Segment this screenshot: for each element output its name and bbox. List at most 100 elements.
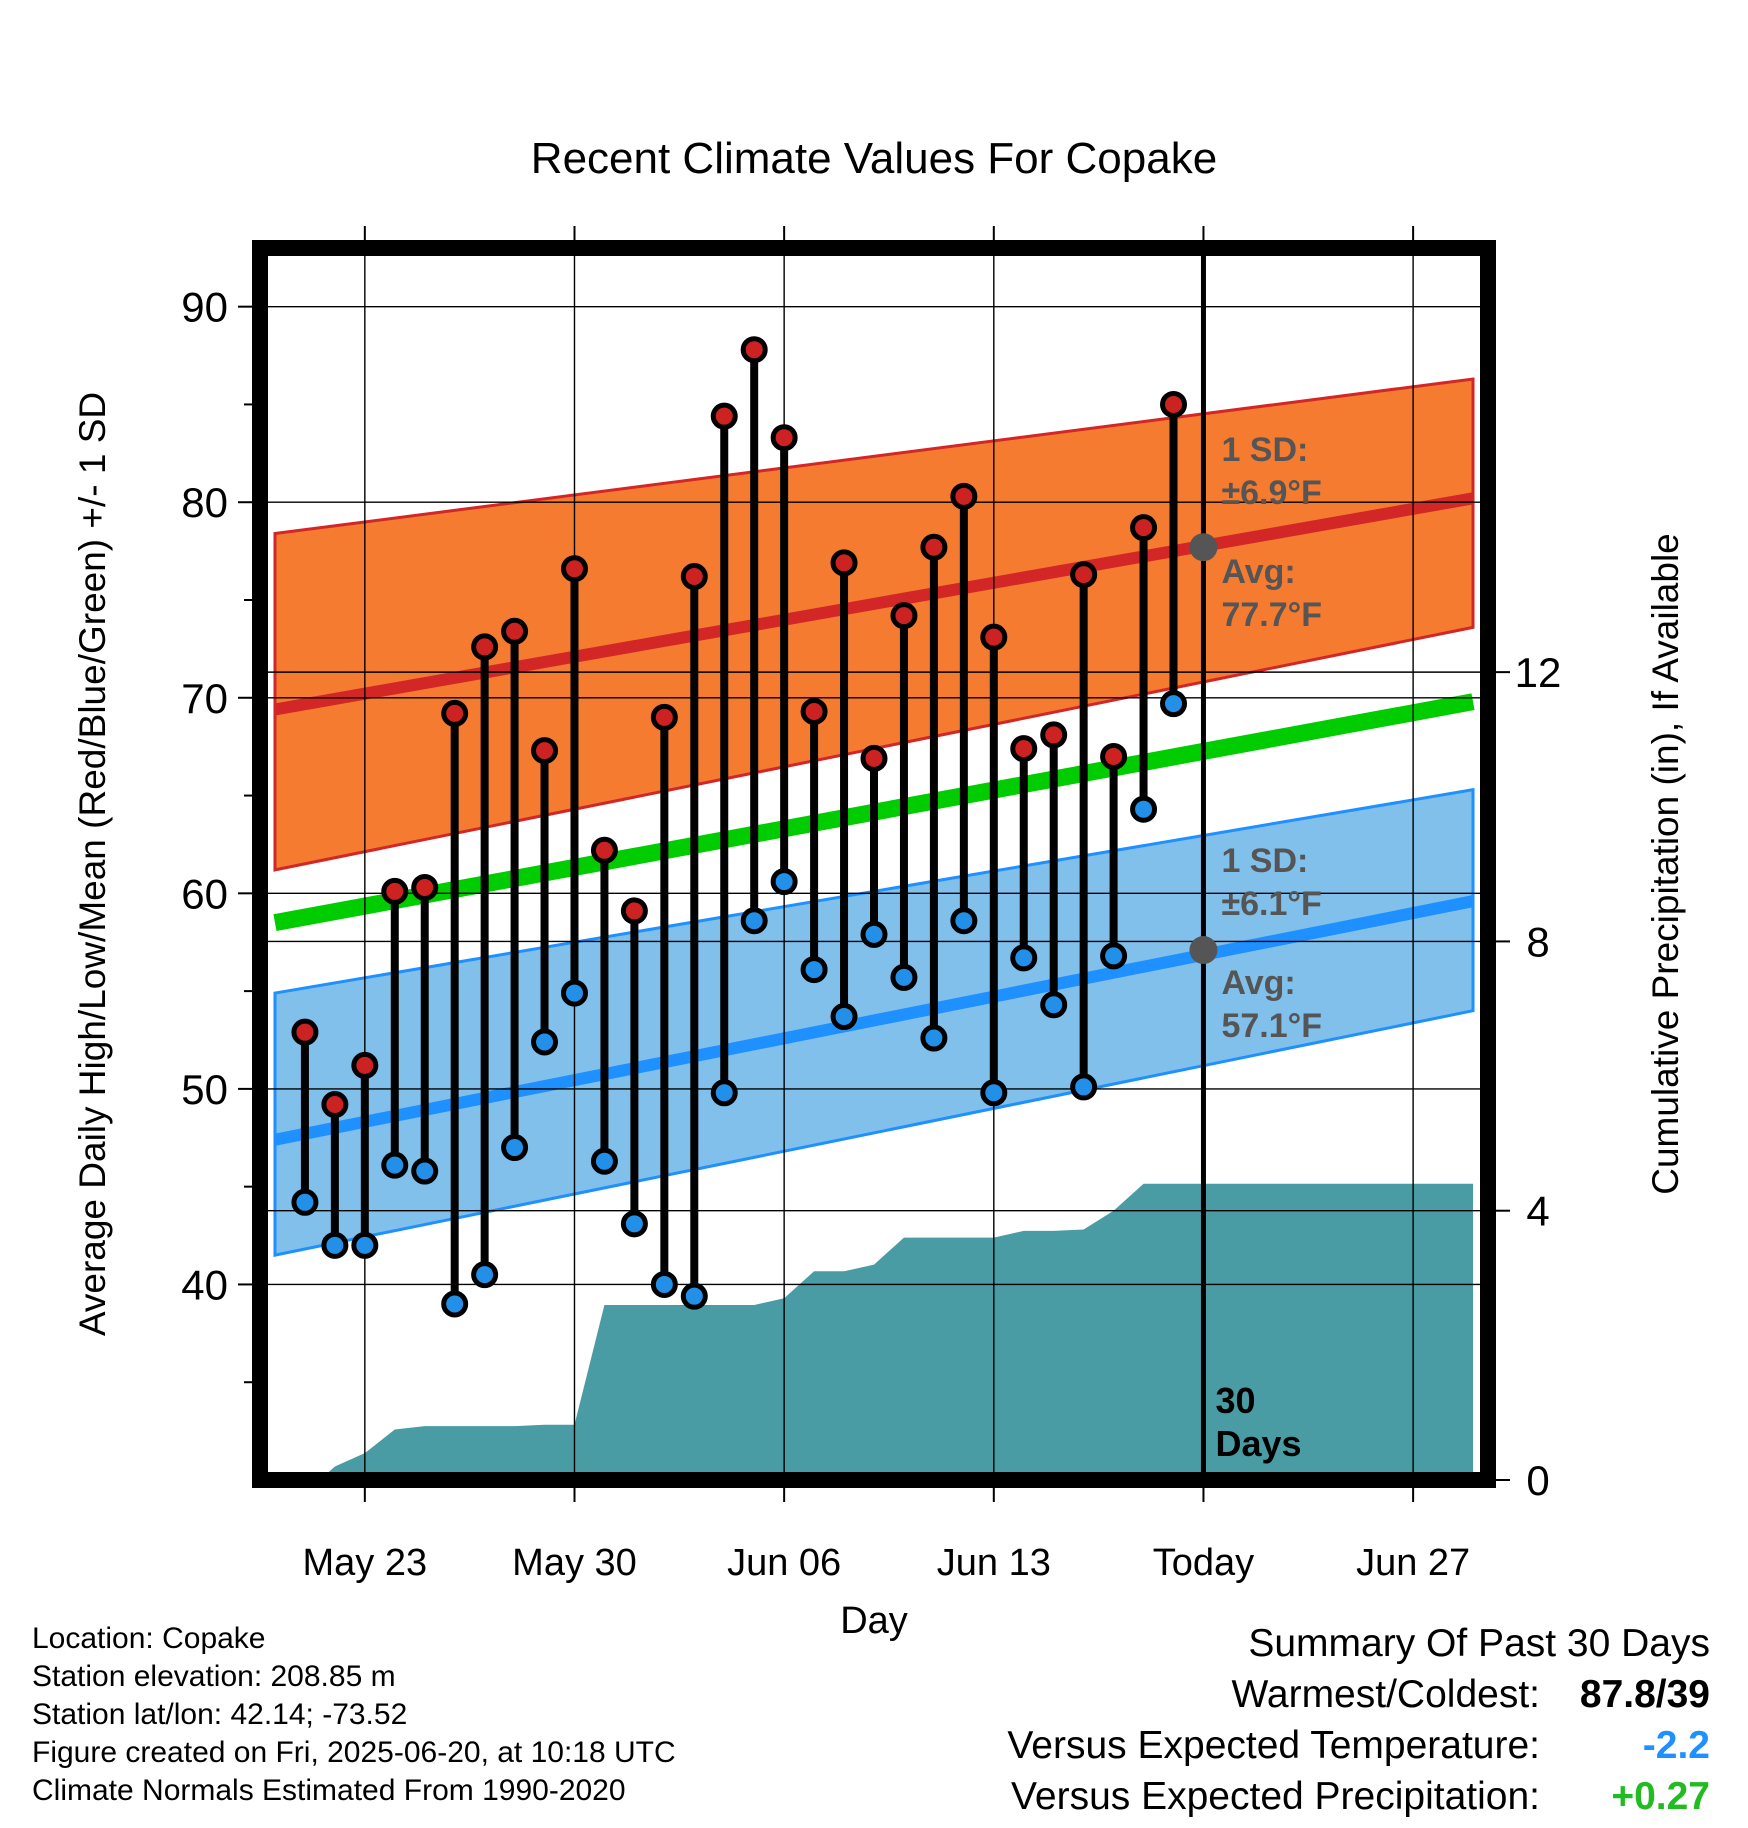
high-point — [321, 1091, 349, 1119]
low-point — [740, 907, 768, 935]
high-point — [560, 555, 588, 583]
days-label-text: Days — [1215, 1423, 1301, 1464]
high-point — [1130, 514, 1158, 542]
y-tick-label: 60 — [181, 870, 228, 917]
low-point — [1070, 1073, 1098, 1101]
high-point — [1010, 735, 1038, 763]
high-point — [411, 873, 439, 901]
normal-high-line — [273, 492, 1475, 716]
high-avg-label: Avg: — [1221, 553, 1295, 591]
low-point — [890, 963, 918, 991]
plot-frame — [252, 240, 1496, 1488]
low-point — [620, 1210, 648, 1238]
low-point — [351, 1231, 379, 1259]
low-point — [1130, 795, 1158, 823]
summary-panel: Summary Of Past 30 Days Warmest/Coldest:… — [1007, 1618, 1710, 1822]
low-sd-label: 1 SD: — [1221, 842, 1308, 880]
normals-text: Climate Normals Estimated From 1990-2020 — [32, 1774, 626, 1807]
low-point — [1040, 991, 1068, 1019]
warmest-value: 87.8/39 — [1579, 1673, 1710, 1716]
temp-anomaly-label: Versus Expected Temperature: — [1007, 1724, 1540, 1767]
high-point — [501, 617, 529, 645]
y2-tick-label: 12 — [1515, 649, 1562, 696]
y2-axis-label: Cumulative Precipitation (in), If Availa… — [1645, 533, 1686, 1195]
precip-anomaly-label: Versus Expected Precipitation: — [1011, 1775, 1540, 1818]
high-sd-value: ±6.9°F — [1221, 474, 1321, 512]
summary-temp-row: Versus Expected Temperature: -2.2 — [1007, 1720, 1710, 1771]
y2-tick-label: 0 — [1526, 1457, 1549, 1504]
high-point — [351, 1051, 379, 1079]
y-tick-label: 70 — [181, 675, 228, 722]
low-point — [560, 979, 588, 1007]
summary-title: Summary Of Past 30 Days — [1248, 1622, 1710, 1665]
high-point — [1100, 742, 1128, 770]
high-point — [740, 336, 768, 364]
high-point — [441, 699, 469, 727]
y-tick-label: 80 — [181, 479, 228, 526]
y2-tick-label: 8 — [1526, 918, 1549, 965]
low-point — [680, 1282, 708, 1310]
high-point — [980, 623, 1008, 651]
high-point — [680, 563, 708, 591]
y-axis-label: Average Daily High/Low/Mean (Red/Blue/Gr… — [72, 392, 113, 1336]
precipitation-layer — [274, 1183, 1474, 1480]
high-point — [590, 836, 618, 864]
low-point — [1160, 690, 1188, 718]
low-point — [950, 907, 978, 935]
low-point — [531, 1028, 559, 1056]
elevation-text: Station elevation: 208.85 m — [32, 1660, 396, 1693]
high-point — [890, 602, 918, 630]
warmest-label: Warmest/Coldest: — [1231, 1673, 1540, 1716]
summary-precip-row: Versus Expected Precipitation: +0.27 — [1007, 1771, 1710, 1822]
axes: 40 50 60 70 80 90 0 4 8 12 May 23 May 30 Jun 06 Jun 1… — [181, 226, 1561, 1584]
high-point — [830, 549, 858, 577]
summary-warmest-row: Warmest/Coldest: 87.8/39 — [1007, 1669, 1710, 1720]
x-tick-label: Today — [1153, 1542, 1254, 1584]
low-sd-value: ±6.1°F — [1221, 885, 1321, 923]
high-point — [471, 633, 499, 661]
precipitation-area — [274, 1183, 1474, 1480]
x-tick-label: Jun 06 — [727, 1542, 841, 1584]
precip-anomaly-value: +0.27 — [1611, 1775, 1710, 1818]
low-avg-marker — [1189, 936, 1218, 965]
high-point — [531, 737, 559, 765]
latlon-text: Station lat/lon: 42.14; -73.52 — [32, 1698, 408, 1731]
station-info: Location: Copake Station elevation: 208.… — [32, 1620, 676, 1810]
low-point — [471, 1261, 499, 1289]
low-point — [770, 868, 798, 896]
high-point — [381, 877, 409, 905]
high-point — [1040, 721, 1068, 749]
low-point — [860, 920, 888, 948]
x-tick-label: May 23 — [303, 1542, 428, 1584]
x-axis-label: Day — [840, 1600, 908, 1642]
temp-anomaly-value: -2.2 — [1642, 1724, 1710, 1767]
low-point — [590, 1147, 618, 1175]
y-tick-label: 90 — [181, 284, 228, 331]
low-point — [830, 1003, 858, 1031]
low-point — [650, 1270, 678, 1298]
low-point — [800, 956, 828, 984]
high-point — [1070, 561, 1098, 589]
high-point — [620, 897, 648, 925]
high-point — [1160, 390, 1188, 418]
low-point — [1010, 944, 1038, 972]
low-point — [291, 1188, 319, 1216]
high-point — [650, 703, 678, 731]
y2-tick-label: 4 — [1526, 1188, 1549, 1235]
x-tick-label: Jun 13 — [937, 1542, 1051, 1584]
x-tick-label: Jun 27 — [1356, 1542, 1470, 1584]
y-tick-label: 50 — [181, 1066, 228, 1113]
high-point — [950, 482, 978, 510]
low-point — [321, 1231, 349, 1259]
location-text: Location: Copake — [32, 1622, 266, 1655]
days-label-number: 30 — [1215, 1380, 1255, 1421]
normal-annotations: 1 SD: ±6.9°F Avg: 77.7°F 1 SD: ±6.1°F Avg: 57.1… — [1189, 431, 1322, 1464]
high-point — [770, 424, 798, 452]
low-point — [501, 1134, 529, 1162]
x-tick-label: May 30 — [512, 1542, 637, 1584]
high-point — [800, 697, 828, 725]
created-text: Figure created on Fri, 2025-06-20, at 10… — [32, 1736, 676, 1769]
low-avg-value: 57.1°F — [1221, 1007, 1322, 1045]
high-point — [291, 1018, 319, 1046]
